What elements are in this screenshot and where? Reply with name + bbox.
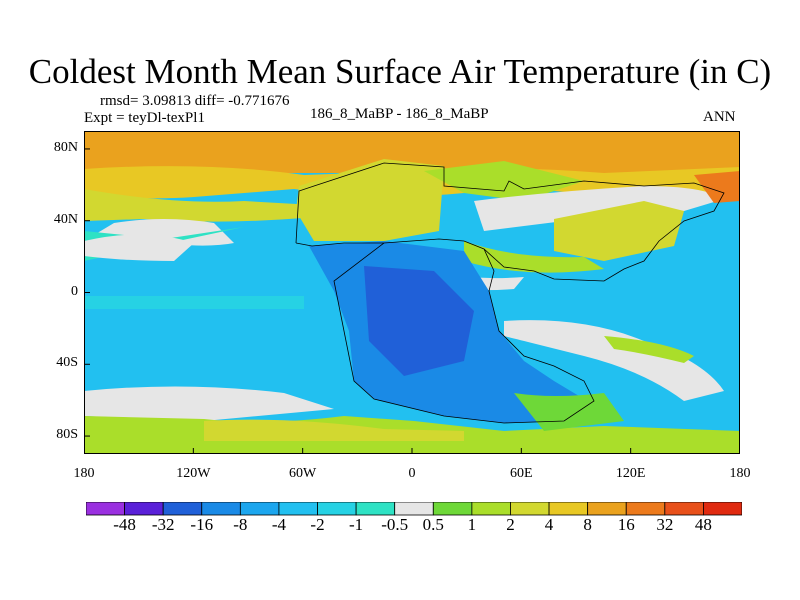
colorbar-label: 2 xyxy=(506,515,515,534)
field-laurasia-lime xyxy=(424,161,584,201)
colorbar-label: -1 xyxy=(349,515,364,534)
colorbar-label: 16 xyxy=(617,515,635,534)
field-tethys-lime xyxy=(464,241,604,273)
lat-tick-label: 40N xyxy=(53,211,78,227)
lon-tick-label: 60W xyxy=(289,466,317,481)
figure-title: Coldest Month Mean Surface Air Temperatu… xyxy=(28,52,772,91)
field-north-lime xyxy=(84,189,314,222)
colorbar-label: -32 xyxy=(151,515,175,534)
lon-tick-label: 180 xyxy=(73,466,95,481)
colorbar-label: 0.5 xyxy=(422,515,444,534)
lon-tick-label: 120E xyxy=(615,466,646,481)
colorbar-box xyxy=(239,502,280,516)
colorbar-box xyxy=(471,502,511,516)
coastline xyxy=(295,162,725,424)
colorbar-box xyxy=(86,502,125,516)
colorbar-box xyxy=(201,502,241,516)
lat-tick-label: 40S xyxy=(56,355,78,371)
colorbar-box xyxy=(124,502,164,516)
field-east-orange xyxy=(694,171,740,203)
field-se-white xyxy=(504,320,724,401)
lon-tick-label: 0 xyxy=(408,466,416,481)
colorbar-box xyxy=(548,502,589,516)
colorbar xyxy=(86,502,742,516)
lat-tick-label: 80S xyxy=(56,427,78,443)
field-eq-band xyxy=(84,296,304,309)
axis-ticks xyxy=(84,148,740,454)
colorbar-label: -8 xyxy=(233,515,248,534)
field-west-white xyxy=(84,234,194,261)
experiment-label: Expt = teyDl-texPl1 xyxy=(84,110,205,126)
temperature-map xyxy=(84,131,740,454)
colorbar-label: 4 xyxy=(544,515,554,534)
season-label: ANN xyxy=(703,109,736,125)
field-east-yellow xyxy=(554,201,684,261)
field-pangaea-deep xyxy=(364,266,474,376)
colorbar-box xyxy=(317,502,357,516)
colorbar-box xyxy=(510,502,550,516)
field-south-yellow xyxy=(204,419,464,441)
colorbar-label: 1 xyxy=(467,515,477,534)
lat-tick-label: 0 xyxy=(71,283,78,299)
colorbar-label: -48 xyxy=(113,515,136,534)
field-east-white xyxy=(474,186,724,231)
lon-tick-label: 120W xyxy=(176,466,211,481)
stats-label: rmsd= 3.09813 diff= -0.771676 xyxy=(100,93,290,109)
field-south-white xyxy=(84,386,334,421)
colorbar-box xyxy=(278,502,318,516)
colorbar-box xyxy=(664,502,704,516)
field-se-lime xyxy=(604,336,694,363)
run-label: 186_8_MaBP - 186_8_MaBP xyxy=(310,106,489,122)
colorbar-label: -16 xyxy=(190,515,214,534)
lat-tick-label: 80N xyxy=(53,139,78,155)
map-canvas xyxy=(84,131,740,454)
colorbar-box xyxy=(432,502,473,516)
lon-tick-label: 180 xyxy=(729,466,751,481)
colorbar-box xyxy=(587,502,627,516)
colorbar-box xyxy=(625,502,666,516)
colorbar-box xyxy=(162,502,203,516)
lon-tick-label: 60E xyxy=(510,466,533,481)
colorbar-box xyxy=(355,502,396,516)
colorbar-label: 48 xyxy=(694,515,712,534)
colorbar-box xyxy=(703,502,742,516)
colorbar-box xyxy=(394,502,434,516)
colorbar-label: -4 xyxy=(271,515,287,534)
colorbar-label: 8 xyxy=(583,515,592,534)
colorbar-label: -0.5 xyxy=(381,515,409,534)
colorbar-label: 32 xyxy=(656,515,674,534)
colorbar-label: -2 xyxy=(310,515,325,534)
